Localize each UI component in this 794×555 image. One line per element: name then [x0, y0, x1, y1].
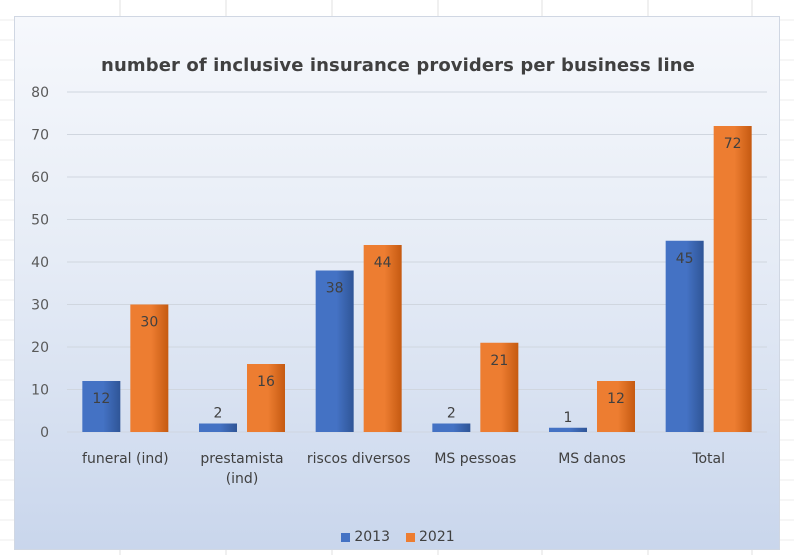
data-label: 2: [447, 406, 456, 422]
data-label: 16: [257, 374, 275, 390]
legend-item: 2013: [341, 529, 390, 545]
data-label: 44: [374, 255, 392, 271]
x-tick-label: funeral (ind): [82, 451, 169, 467]
y-tick-label: 50: [31, 213, 49, 229]
y-tick-label: 10: [31, 383, 49, 399]
x-tick-label: prestamista: [200, 451, 283, 467]
data-label: 38: [326, 281, 344, 297]
y-tick-label: 40: [31, 255, 49, 271]
data-label: 12: [607, 391, 625, 407]
chart-title: number of inclusive insurance providers …: [101, 55, 695, 76]
y-tick-label: 30: [31, 298, 49, 314]
data-label: 12: [92, 391, 110, 407]
data-label: 45: [676, 251, 694, 267]
bar-2013[interactable]: [82, 381, 121, 432]
bar-2013[interactable]: [549, 427, 587, 432]
legend: 2013 2021: [15, 529, 781, 545]
y-tick-label: 70: [31, 128, 49, 144]
bar-2021[interactable]: [363, 245, 402, 432]
bar-2013[interactable]: [199, 423, 237, 433]
legend-label: 2013: [354, 529, 390, 545]
bar-2013[interactable]: [432, 423, 471, 433]
legend-swatch: [406, 532, 415, 542]
y-tick-label: 20: [31, 340, 49, 356]
bar-2021[interactable]: [713, 126, 752, 432]
bar-2021[interactable]: [597, 381, 635, 432]
bar-2021[interactable]: [480, 342, 519, 432]
y-tick-label: 80: [31, 85, 49, 101]
x-tick-label: (ind): [226, 471, 259, 487]
legend-item: 2021: [406, 529, 455, 545]
legend-label: 2021: [419, 529, 455, 545]
data-label: 21: [490, 353, 508, 369]
x-tick-label: Total: [691, 451, 725, 467]
data-label: 30: [140, 315, 158, 331]
y-tick-label: 0: [40, 425, 49, 441]
data-label: 2: [214, 406, 223, 422]
bar-2021[interactable]: [247, 364, 285, 432]
chart-area[interactable]: number of inclusive insurance providers …: [14, 16, 780, 550]
data-label: 1: [564, 410, 573, 426]
x-tick-label: MS pessoas: [434, 451, 516, 467]
y-tick-label: 60: [31, 170, 49, 186]
bar-2021[interactable]: [130, 304, 169, 433]
bar-2013[interactable]: [315, 270, 354, 433]
x-tick-label: MS danos: [558, 451, 626, 467]
x-tick-label: riscos diversos: [307, 451, 411, 467]
legend-swatch: [341, 532, 351, 542]
data-label: 72: [724, 136, 742, 152]
bar-2013[interactable]: [665, 240, 704, 432]
